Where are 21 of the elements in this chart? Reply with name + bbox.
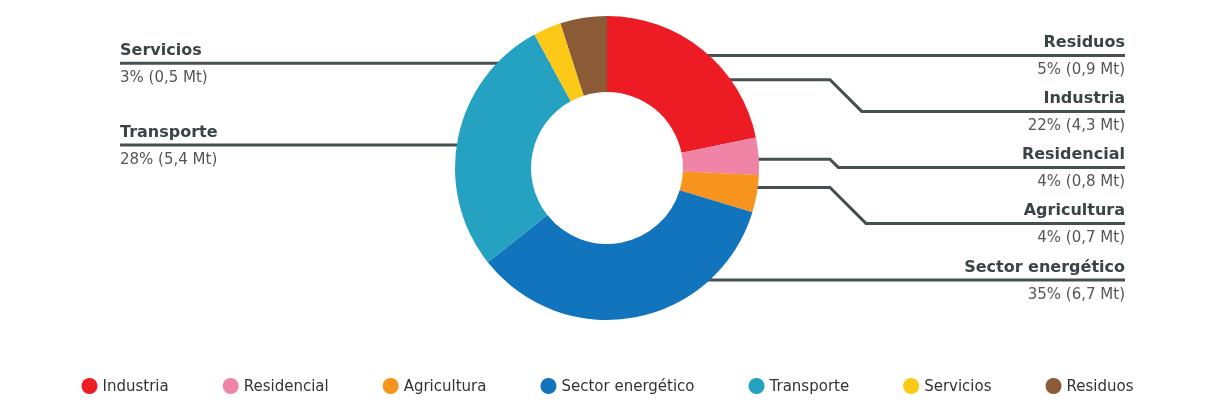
data-label: 4% (0,7 Mt) — [1037, 228, 1125, 247]
slice-label: Sector energético — [964, 257, 1126, 277]
legend-label: Industria — [102, 377, 169, 395]
data-label: 4% (0,8 Mt) — [1037, 172, 1125, 191]
legend-label: Servicios — [924, 377, 992, 395]
slice-label: Agricultura — [1023, 200, 1125, 220]
data-label: 35% (6,7 Mt) — [1027, 285, 1125, 304]
legend-label: Residencial — [243, 377, 329, 395]
legend-label: Residuos — [1066, 377, 1134, 395]
legend-label: Agricultura — [403, 377, 487, 395]
slice-label: Servicios — [120, 40, 202, 60]
data-label: 22% (4,3 Mt) — [1027, 116, 1125, 135]
slice-label: Residencial — [1021, 144, 1125, 164]
legend-label: Sector energético — [561, 377, 695, 395]
slice-label: Industria — [1043, 88, 1125, 108]
legend-label: Transporte — [768, 377, 850, 395]
slice-label: Residuos — [1043, 32, 1125, 52]
data-label: 5% (0,9 Mt) — [1037, 60, 1125, 79]
data-label: 28% (5,4 Mt) — [120, 150, 218, 169]
slice-label: Transporte — [120, 122, 218, 142]
data-label: 3% (0,5 Mt) — [120, 68, 208, 87]
